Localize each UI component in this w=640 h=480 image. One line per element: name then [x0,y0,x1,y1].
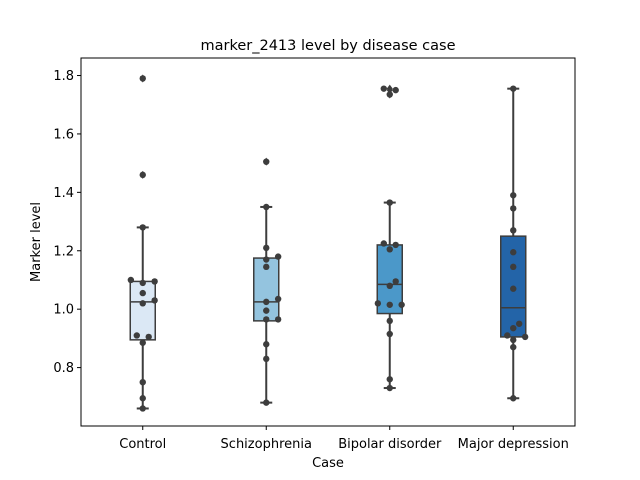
y-tick-label: 1.0 [53,303,74,318]
swarm-point [151,278,158,285]
swarm-point [386,384,393,392]
swarm-point [386,282,393,290]
swarm-point [263,256,270,263]
y-tick-label: 1.6 [53,127,74,142]
swarm-point [374,300,382,307]
swarm-point [263,341,270,348]
swarm-point [521,333,529,341]
swarm-point [510,249,517,256]
y-tick-label: 1.2 [53,244,74,259]
y-tick-label: 1.8 [53,69,74,84]
swarm-point [510,336,517,344]
swarm-point [386,376,393,383]
plot-area [127,74,529,412]
swarm-point [139,405,146,412]
swarm-point [386,330,393,338]
swarm-point [380,240,387,247]
swarm-point [263,316,270,323]
swarm-point [510,227,517,234]
swarm-point [263,244,270,252]
box-group [376,84,403,390]
swarm-point [274,295,282,303]
swarm-point [392,86,399,94]
x-tick-label: Control [119,437,166,452]
swarm-point [510,192,517,199]
x-axis-label: Case [312,456,344,471]
x-tick-label: Bipolar disorder [338,437,442,452]
swarm-group [263,158,282,406]
swarm-point [151,297,158,304]
box-group [129,74,156,410]
box-group [500,87,527,400]
y-axis-label: Marker level [29,202,44,282]
swarm-point [380,85,387,92]
swarm-point [516,320,523,327]
swarm-point [139,289,146,297]
swarm-point [510,343,517,351]
swarm-point [139,171,146,179]
swarm-point [386,301,393,308]
swarm-point [510,285,517,292]
swarm-point [263,399,270,406]
swarm-point [263,298,270,306]
swarm-point [510,395,517,402]
outlier-marker [386,84,393,93]
swarm-point [398,301,405,308]
swarm-point [274,316,282,323]
y-tick-label: 0.8 [53,361,74,376]
swarm-point [263,203,270,211]
y-tick-label: 1.4 [53,186,74,201]
swarm-point [263,307,270,314]
swarm-point [127,276,135,284]
swarm-group [374,85,405,392]
swarm-point [139,224,146,231]
swarm-point [263,158,270,165]
swarm-point [145,333,152,341]
swarm-point [139,279,146,287]
swarm-point [510,85,517,92]
swarm-point [139,300,146,307]
swarm-point [263,355,270,363]
swarm-point [510,263,517,271]
swarm-point [139,395,146,402]
swarm-point [386,199,393,206]
swarm-point [510,324,517,332]
swarm-point [133,332,140,339]
plot-frame [80,57,576,427]
swarm-point [386,91,393,98]
swarm-point [392,278,399,285]
swarm-point [504,332,511,339]
box-group [253,157,280,404]
swarm-point [263,263,270,271]
swarm-group [127,75,158,412]
y-axis: 0.8 1.0 1.2 1.4 1.6 1.8 [53,69,81,376]
swarm-point [139,75,146,82]
swarm-group [504,85,529,402]
swarm-point [139,378,146,386]
x-axis: Control Schizophrenia Bipolar disorder Majo… [119,426,569,452]
x-tick-label: Major depression [458,437,569,452]
swarm-point [386,246,393,253]
swarm-point [392,241,399,249]
swarm-point [274,253,282,260]
swarm-point [510,205,517,212]
swarm-point [139,339,146,346]
x-tick-label: Schizophrenia [221,437,312,452]
chart-title: marker_2413 level by disease case [201,38,456,54]
swarm-point [386,317,393,325]
